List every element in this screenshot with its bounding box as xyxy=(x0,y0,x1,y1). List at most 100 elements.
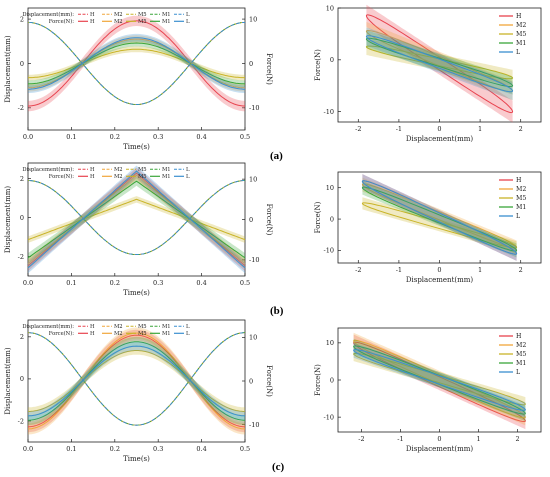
legend-displacement-label: Displacement(mm): xyxy=(22,11,74,18)
force-band-M2 xyxy=(28,327,245,435)
loop-legend-entry-M5: M5 xyxy=(516,195,526,202)
legend-disp-entry-M1: M1 xyxy=(162,167,171,173)
y-axis-label: Force(N) xyxy=(314,364,322,396)
y-tick-label: 0 xyxy=(330,215,334,223)
y-axis-label: Displacement(mm) xyxy=(4,35,12,103)
loop-legend: H M2 M5 M1 L xyxy=(499,177,526,220)
x-tick-label: -2 xyxy=(355,125,361,133)
x-tick-label: 0.1 xyxy=(66,133,76,141)
x-tick-label: 0 xyxy=(437,125,441,133)
legend-force-entry-M5: M5 xyxy=(138,331,147,337)
displacement-line-L xyxy=(27,21,246,105)
legend-force-entry-L: L xyxy=(186,331,190,337)
y2-axis-label: Force(N) xyxy=(265,53,273,85)
y-axis-label: Displacement(mm) xyxy=(4,347,12,415)
loop-band-L xyxy=(362,174,517,261)
x-tick-label: 0.0 xyxy=(23,445,33,453)
y2-axis-label: Force(N) xyxy=(265,365,273,397)
loop-legend-entry-M1: M1 xyxy=(516,204,526,211)
force-band-M1 xyxy=(28,176,245,263)
x-axis-label: Displacement(mm) xyxy=(406,135,474,143)
legend-force-entry-H: H xyxy=(90,174,95,180)
y-tick-label: -2 xyxy=(18,417,24,425)
x-tick-label: 0.0 xyxy=(23,279,33,287)
x-tick-label: 2 xyxy=(519,266,523,274)
loop-line-M1 xyxy=(365,37,514,87)
force-line-L xyxy=(27,170,246,269)
legend-disp-entry-M5: M5 xyxy=(138,324,147,330)
legend-disp-entry-M1: M1 xyxy=(162,12,171,18)
legend-disp-entry-L: L xyxy=(186,12,190,18)
legend-force-entry-L: L xyxy=(186,19,190,25)
y-tick-label: 0 xyxy=(20,375,24,383)
x-axis-label: Time(s) xyxy=(123,143,150,151)
x-tick-label: 0.4 xyxy=(196,279,206,287)
force-band-M1 xyxy=(28,336,245,426)
y2-tick-label: -10 xyxy=(249,104,259,112)
force-line-M5 xyxy=(27,48,246,79)
x-tick-label: 2 xyxy=(516,435,520,443)
x-tick-label: 0.3 xyxy=(153,445,163,453)
x-tick-label: 1 xyxy=(478,266,482,274)
x-tick-label: 0 xyxy=(437,266,441,274)
loop-legend-entry-H: H xyxy=(516,13,522,20)
force-line-H xyxy=(27,334,246,428)
force-band-H xyxy=(28,329,245,433)
force-line-M1 xyxy=(28,341,245,421)
loop-band-M5 xyxy=(366,38,513,87)
loop-legend-entry-M2: M2 xyxy=(516,342,526,349)
legend-disp-entry-M1: M1 xyxy=(162,324,171,330)
force-line-M1 xyxy=(27,42,246,85)
legend-disp-entry-L: L xyxy=(186,324,190,330)
y-axis-label: Force(N) xyxy=(314,201,322,233)
loop-legend-entry-M1: M1 xyxy=(516,360,526,367)
x-tick-label: 0.5 xyxy=(240,445,250,453)
loop-line-H xyxy=(353,341,526,422)
loop-line-M5 xyxy=(365,45,514,80)
loop-legend: H M2 M5 M1 L xyxy=(499,333,526,376)
force-band-L xyxy=(28,341,245,421)
y2-tick-label: 0 xyxy=(249,60,253,68)
y2-tick-label: 10 xyxy=(249,334,257,342)
y-tick-label: -10 xyxy=(324,108,334,116)
x-tick-label: 0.4 xyxy=(196,445,206,453)
loop-line-L xyxy=(353,349,526,411)
force-line-M1 xyxy=(27,180,246,259)
legend-force-entry-L: L xyxy=(186,174,190,180)
x-tick-label: -1 xyxy=(396,125,402,133)
legend-force-entry-H: H xyxy=(90,19,95,25)
loop-line-L xyxy=(365,35,514,93)
y-tick-label: -2 xyxy=(18,104,24,112)
loop-legend-entry-H: H xyxy=(516,177,522,184)
x-tick-label: -1 xyxy=(397,435,403,443)
force-band-M1 xyxy=(28,39,245,88)
legend-force-label: Force(N): xyxy=(49,330,74,337)
legend-disp-entry-H: H xyxy=(90,167,95,173)
x-tick-label: -2 xyxy=(358,435,364,443)
x-tick-label: 2 xyxy=(519,125,523,133)
force-band-H xyxy=(28,15,245,112)
force-line-M2 xyxy=(28,332,245,430)
x-axis-label: Displacement(mm) xyxy=(406,445,474,453)
force-line-H xyxy=(27,172,246,267)
x-tick-label: 0.1 xyxy=(66,445,76,453)
force-band-M5 xyxy=(28,46,245,81)
y-tick-label: -2 xyxy=(18,253,24,261)
x-tick-label: 0.2 xyxy=(110,445,120,453)
legend-disp-entry-M5: M5 xyxy=(138,167,147,173)
plot-3: -2 -1 0 1 2-10010Displacement(mm)Force(N)HM2… xyxy=(314,171,542,284)
loop-legend-entry-L: L xyxy=(516,369,520,376)
y2-tick-label: -10 xyxy=(249,421,259,429)
y-axis-label: Force(N) xyxy=(314,49,322,81)
legend-force-entry-M2: M2 xyxy=(114,19,123,25)
y-tick-label: 0 xyxy=(20,214,24,222)
loop-line-M5 xyxy=(353,352,526,406)
plot-5: -2 -1 0 1 2-10010Displacement(mm)Force(N)HM2… xyxy=(314,327,542,453)
legend-disp-entry-H: H xyxy=(90,12,95,18)
y-tick-label: 0 xyxy=(330,56,334,64)
y2-tick-label: -10 xyxy=(249,256,259,264)
panel-label-b: (b) xyxy=(270,305,284,317)
